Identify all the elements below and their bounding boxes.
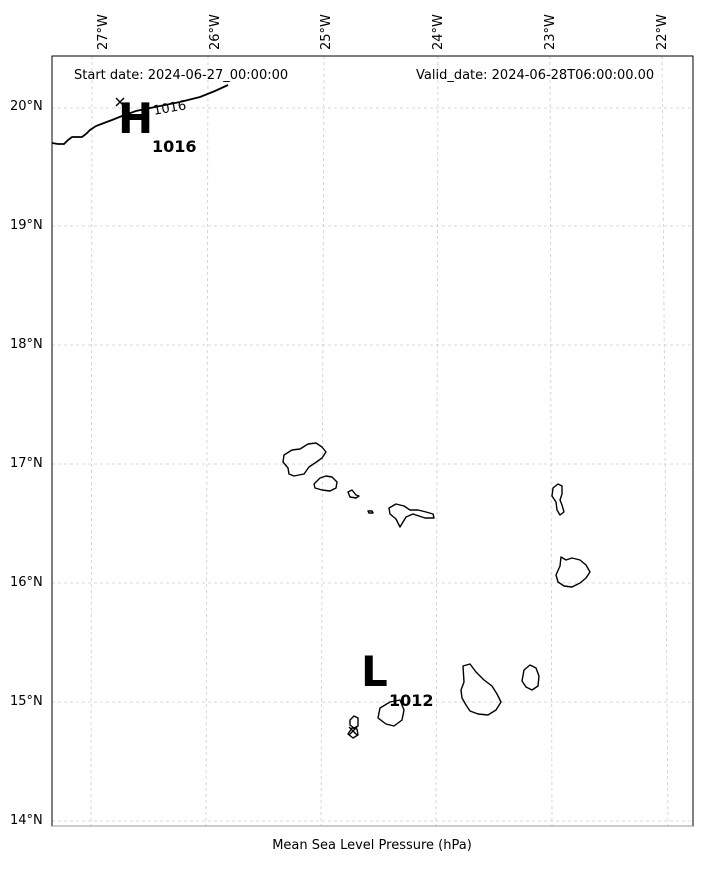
- start-date-text: Start date: 2024-06-27_00:00:00: [74, 68, 288, 83]
- lat-label: 19°N: [10, 218, 43, 233]
- isobar-label: 1016: [152, 98, 187, 119]
- longitude-labels: 27°W 26°W 25°W 24°W 23°W 22°W: [96, 14, 670, 50]
- high-marker-icon: [115, 97, 125, 107]
- island-branco: [367, 510, 374, 514]
- island-brava: [349, 715, 359, 729]
- isobar-1016: 1016: [51, 84, 229, 145]
- island-santo-antao: [282, 442, 327, 477]
- lat-label: 20°N: [10, 99, 43, 114]
- lat-label: 16°N: [10, 575, 43, 590]
- low-pressure-value: 1012: [389, 691, 434, 710]
- island-santa-luzia: [347, 489, 360, 499]
- colorbar-label: Mean Sea Level Pressure (hPa): [272, 838, 472, 853]
- lon-label: 27°W: [96, 14, 111, 50]
- island-brava-south: [347, 727, 359, 739]
- high-pressure-value: 1016: [152, 137, 197, 156]
- lon-label: 24°W: [431, 14, 446, 50]
- low-pressure-letter: L: [361, 647, 388, 696]
- island-sao-vicente: [313, 475, 338, 492]
- high-pressure-letter: H: [118, 94, 153, 143]
- lon-label: 22°W: [655, 14, 670, 50]
- island-fogo: [377, 699, 405, 727]
- island-sao-nicolau: [388, 503, 435, 528]
- island-maio: [521, 664, 540, 691]
- island-boa-vista: [555, 556, 591, 588]
- island-santiago: [460, 663, 502, 716]
- lat-label: 18°N: [10, 337, 43, 352]
- lon-label: 23°W: [543, 14, 558, 50]
- island-sal: [551, 483, 565, 516]
- lat-label: 14°N: [10, 813, 43, 828]
- map-frame: [51, 55, 694, 827]
- low-marker-icon: [348, 726, 358, 736]
- lon-label: 26°W: [208, 14, 223, 50]
- lat-label: 15°N: [10, 694, 43, 709]
- valid-date-text: Valid_date: 2024-06-28T06:00:00.00: [416, 68, 654, 83]
- graticule: [52, 55, 693, 827]
- lat-label: 17°N: [10, 456, 43, 471]
- latitude-labels: 20°N 19°N 18°N 17°N 16°N 15°N 14°N: [10, 99, 43, 828]
- lon-label: 25°W: [319, 14, 334, 50]
